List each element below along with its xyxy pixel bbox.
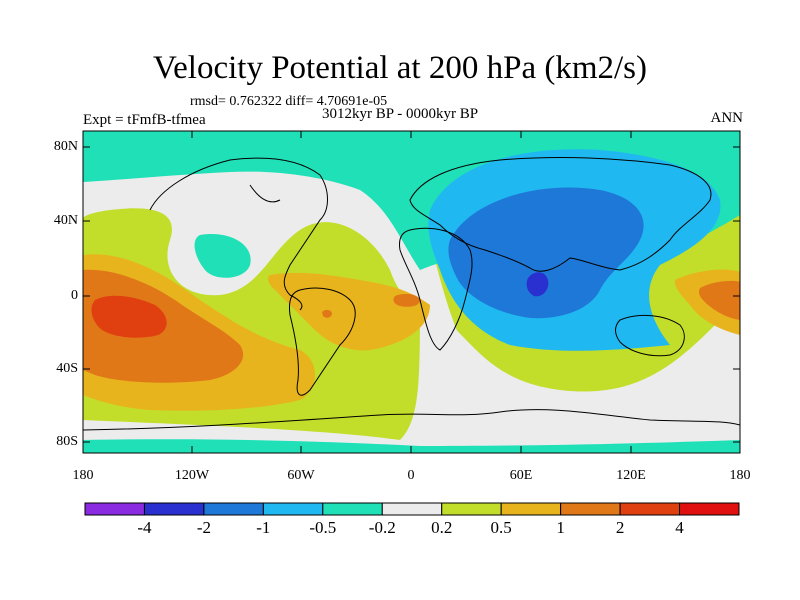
contour-blue-asia (448, 187, 644, 319)
contour-white-north (83, 160, 470, 360)
experiment-label: Expt = tFmfB-tfmea (83, 112, 206, 128)
contour-orange-atlantic (393, 293, 420, 307)
lat-label-0: 0 (71, 288, 78, 303)
colorbar-swatch (381, 502, 443, 516)
contour-orange-east (699, 280, 740, 320)
colorbar-swatch (560, 502, 621, 516)
coastline-australia (615, 315, 685, 357)
contour-darkblue-indian (526, 272, 549, 297)
lat-label-40s: 40S (56, 361, 78, 376)
colorbar-label: 0.2 (431, 518, 453, 537)
colorbar-label: 2 (615, 518, 625, 537)
colorbar-swatch (203, 502, 264, 516)
figure-title: Velocity Potential at 200 hPa (km2/s) (152, 50, 648, 86)
period-label: 3012kyr BP - 0000kyr BP (322, 106, 479, 122)
lon-label-120w: 120W (174, 468, 210, 483)
contour-yellow-atlantic (267, 272, 430, 351)
axis-ticks (83, 131, 740, 453)
coastline-africa (399, 227, 473, 351)
coastline-south-america (289, 287, 356, 396)
lon-label-60w: 60W (287, 468, 315, 483)
colorbar-label: -4 (137, 518, 152, 537)
colorbar-swatch (322, 502, 383, 516)
coastlines (83, 157, 740, 431)
colorbar-swatch (262, 502, 324, 516)
contour-white-south (83, 300, 740, 453)
colorbar-swatch (619, 502, 681, 516)
colorbar-label: -0.5 (309, 518, 337, 537)
coastline-antarctica (83, 409, 740, 431)
colorbar-label: 1 (556, 518, 565, 537)
contour-cyan-pocket (194, 234, 251, 278)
coastline-eurasia (409, 157, 712, 272)
contour-orange-southamerica (322, 309, 332, 318)
lat-label-80n: 80N (53, 139, 78, 154)
colorbar-swatch (84, 502, 145, 516)
lat-label-80s: 80S (56, 434, 78, 449)
colorbar-label: -2 (196, 518, 211, 537)
colorbar-label: -0.2 (368, 518, 396, 537)
contour-red-pacific (91, 295, 167, 338)
coastline-north-america (149, 157, 328, 311)
lon-label-0: 0 (407, 468, 415, 483)
colorbar-swatch (500, 502, 562, 516)
lon-label-180e: 180 (729, 468, 751, 483)
season-label: ANN (710, 110, 744, 126)
stats-label: rmsd= 0.762322 diff= 4.70691e-05 (190, 94, 388, 109)
lon-label-180w: 180 (72, 468, 94, 483)
colorbar-label: 0.5 (490, 518, 512, 537)
lon-label-120e: 120E (616, 468, 646, 483)
lat-label-40n: 40N (53, 213, 78, 228)
colorbar-swatch (441, 502, 502, 516)
contour-field (83, 131, 740, 453)
colorbar-swatch (143, 502, 205, 516)
colorbar-swatch (679, 502, 740, 516)
lon-label-60e: 60E (509, 468, 533, 483)
colorbar-label: -1 (256, 518, 271, 537)
colorbar-label: 4 (675, 518, 684, 537)
colorbar (84, 502, 740, 516)
